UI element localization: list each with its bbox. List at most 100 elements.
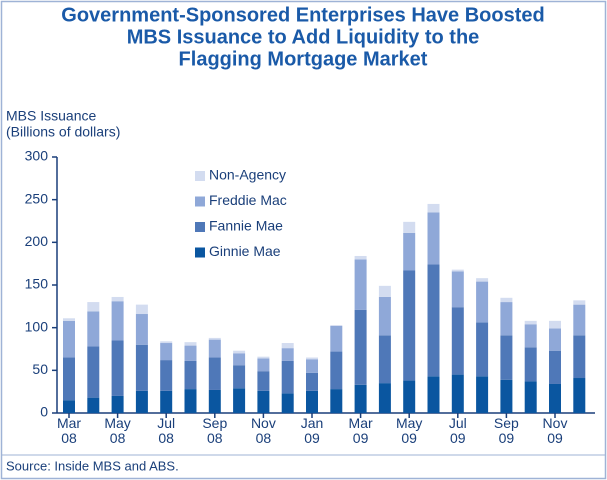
x-tick-label: Jul 08 (157, 415, 176, 446)
x-tick-label: May 09 (395, 415, 423, 446)
bar-segment (524, 324, 537, 348)
y-tick-label: 0 (40, 404, 48, 420)
bar-segment (500, 335, 513, 380)
bar-segment (524, 381, 537, 413)
x-tick-label: Jan 09 (300, 415, 324, 446)
y-axis-label: MBS Issuance (6, 108, 96, 124)
bar-segment (257, 390, 270, 413)
bar-segment (257, 371, 270, 391)
x-tick-label: Nov 08 (250, 415, 276, 446)
bar-segment (306, 359, 318, 373)
bar-segment (87, 346, 100, 398)
bar-segment (160, 360, 173, 391)
bar-segment (330, 389, 343, 413)
bar-segment (524, 320, 537, 325)
bar-segment (476, 376, 489, 413)
x-tick-label: Sep 08 (202, 415, 228, 446)
bar-segment (573, 378, 586, 413)
bar-segment (208, 339, 221, 358)
x-tick-label: Nov 09 (542, 415, 568, 446)
bar-segment (184, 389, 197, 413)
bar-segment (63, 318, 75, 321)
chart-title: MBS Issuance to Add Liquidity to the (127, 26, 480, 48)
bar-segment (354, 259, 367, 310)
bar-segment (549, 320, 561, 329)
legend-swatch (195, 196, 205, 207)
bar-segment (184, 342, 197, 346)
bar-segment (500, 379, 513, 413)
bar-segment (306, 390, 318, 413)
bar-segment (573, 335, 586, 379)
bar-segment (476, 322, 489, 377)
bar-segment (476, 281, 489, 323)
legend-label: Freddie Mac (209, 192, 287, 208)
bar-segment (208, 357, 221, 390)
bar-segment (427, 203, 440, 213)
y-tick-label: 100 (25, 318, 49, 334)
bar-segment (257, 358, 270, 372)
bar-segment (184, 360, 197, 390)
bar-segment (354, 309, 367, 385)
bar-segment (63, 400, 75, 413)
legend-label: Fannie Mae (209, 218, 283, 234)
bar-segment (135, 390, 148, 413)
y-tick-label: 250 (25, 190, 49, 206)
bar-segment (281, 393, 294, 413)
bar-segment (330, 325, 343, 326)
bar-segment (208, 337, 221, 340)
legend-swatch (195, 247, 205, 258)
bar-segment (549, 328, 561, 351)
bar-segment (524, 347, 537, 382)
x-tick-label: Mar 09 (348, 415, 373, 446)
bar-segment (451, 269, 464, 272)
bar-segment (111, 296, 124, 302)
bar-segment (549, 350, 561, 384)
bar-segment (160, 343, 173, 361)
y-tick-label: 50 (32, 361, 48, 377)
bar-segment (306, 357, 318, 360)
chart-title: Flagging Mortgage Market (179, 48, 428, 70)
bar-segment (160, 390, 173, 413)
x-tick-label: Mar 08 (56, 415, 82, 446)
bar-segment (233, 350, 246, 354)
bar-segment (233, 353, 246, 366)
bar-segment (87, 397, 100, 413)
bar-segment (354, 255, 367, 260)
bar-segment (208, 389, 221, 413)
bar-segment (63, 320, 75, 358)
bar-segment (378, 296, 391, 336)
bar-segment (233, 365, 246, 389)
bar-segment (87, 302, 100, 312)
x-tick-label: May 08 (104, 415, 131, 446)
bar-segment (403, 232, 416, 271)
y-axis-label: (Billions of dollars) (6, 124, 120, 140)
bar-segment (403, 380, 416, 413)
bar-segment (306, 372, 318, 391)
bar-segment (111, 301, 124, 341)
legend-label: Non-Agency (209, 167, 286, 183)
bar-segment (500, 297, 513, 303)
legend-label: Ginnie Mae (209, 243, 281, 259)
source: Source: Inside MBS and ABS. (6, 458, 179, 473)
bar-segment (63, 357, 75, 401)
legend-swatch (195, 171, 205, 181)
bar-segment (281, 343, 294, 349)
y-tick-label: 300 (25, 148, 49, 164)
bar-segment (330, 351, 343, 390)
bar-segment (135, 304, 148, 315)
bar-segment (500, 302, 513, 336)
bar-segment (135, 314, 148, 345)
bar-segment (135, 344, 148, 391)
bar-segment (573, 300, 586, 305)
y-tick-label: 200 (25, 233, 49, 249)
bar-segment (451, 374, 464, 413)
bar-segment (451, 271, 464, 308)
bar-segment (573, 304, 586, 336)
bar-segment (427, 264, 440, 377)
y-tick-label: 150 (25, 276, 49, 292)
bar-segment (549, 383, 561, 413)
bar-segment (378, 383, 391, 413)
